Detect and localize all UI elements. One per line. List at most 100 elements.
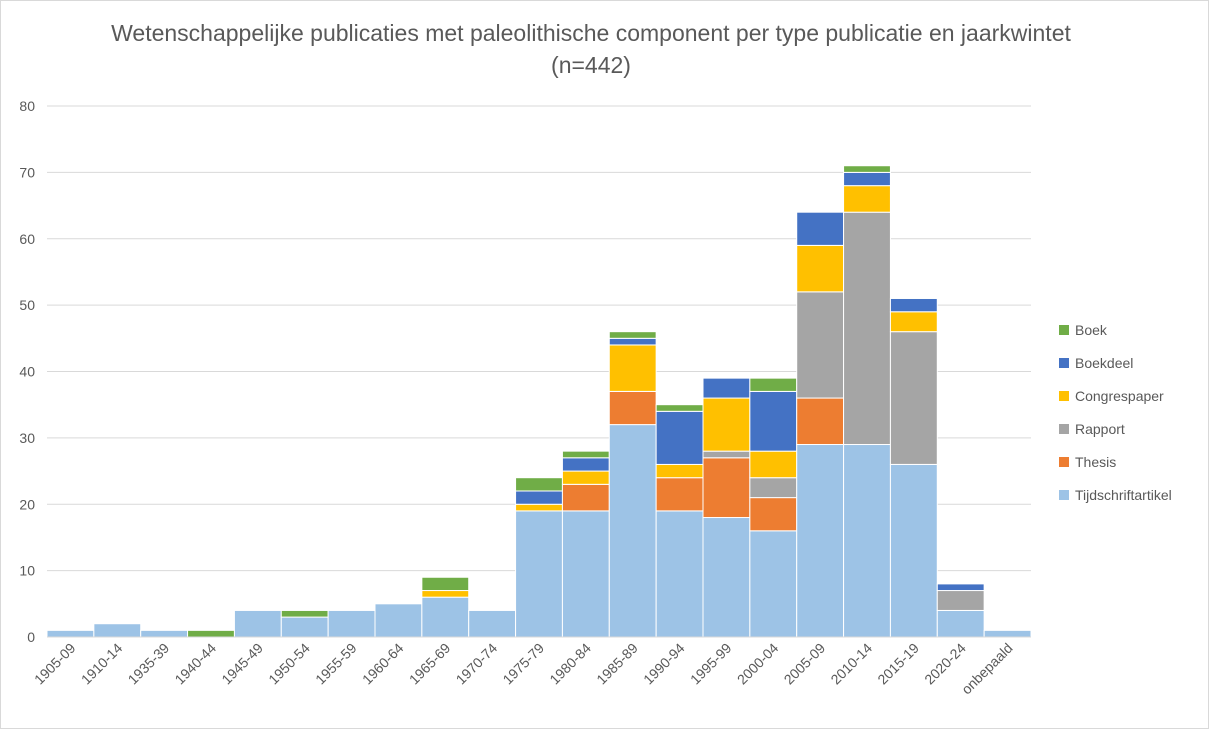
legend-item: Rapport — [1059, 412, 1172, 445]
bar-segment — [889, 311, 938, 333]
x-tick-label: onbepaald — [958, 640, 1016, 698]
bar-segment — [515, 477, 563, 492]
legend-label: Thesis — [1075, 453, 1117, 470]
bar-segment — [561, 470, 610, 485]
y-tick-label: 70 — [19, 164, 35, 180]
y-tick-label: 60 — [19, 231, 35, 247]
x-tick-label: 1955-59 — [312, 640, 360, 688]
bar-segment — [796, 211, 845, 246]
bar-segment — [702, 397, 751, 452]
x-tick-label: 1935-39 — [125, 640, 173, 688]
x-tick-label: 1975-79 — [499, 640, 547, 688]
y-tick-label: 30 — [19, 430, 35, 446]
bar-segment — [843, 444, 891, 638]
bar-segment — [983, 629, 1032, 638]
legend-swatch — [1059, 324, 1069, 335]
bar-segment — [843, 211, 891, 446]
bar-segment — [843, 165, 891, 173]
bar-segment — [561, 457, 610, 472]
bar-segment — [936, 590, 985, 611]
bar-segment — [187, 629, 235, 638]
bar-segment — [843, 171, 891, 187]
x-tick-label: 1965-69 — [406, 640, 454, 688]
bar-segment — [561, 450, 610, 459]
bar-segment — [561, 483, 610, 512]
bar-segment — [655, 510, 704, 638]
bar-segment — [796, 397, 845, 446]
legend-label: Boekdeel — [1075, 354, 1134, 371]
legend-item: Boek — [1059, 313, 1172, 346]
x-tick-label: 1970-74 — [453, 640, 501, 688]
bar-segment — [749, 477, 798, 499]
bar-segment — [515, 503, 563, 512]
legend-swatch — [1059, 357, 1069, 368]
bar-segment — [655, 477, 704, 512]
x-tick-label: 2010-14 — [827, 640, 875, 688]
y-tick-label: 10 — [19, 563, 35, 579]
x-tick-label: 1960-64 — [359, 640, 407, 688]
x-tick-label: 1945-49 — [218, 640, 266, 688]
bar-segment — [796, 291, 845, 399]
bar-segment — [889, 297, 938, 313]
x-tick-label: 1980-84 — [546, 640, 594, 688]
bar-segment — [608, 344, 657, 392]
legend-item: Thesis — [1059, 445, 1172, 478]
bar-segment — [749, 377, 798, 392]
bar-segment — [374, 603, 423, 638]
bar-segment — [655, 410, 704, 465]
legend-swatch — [1059, 423, 1069, 434]
bar-segment — [608, 331, 657, 339]
legend-swatch — [1059, 390, 1069, 401]
x-tick-label: 2000-04 — [734, 640, 782, 688]
bar-segment — [608, 424, 657, 638]
bar-segment — [421, 590, 470, 598]
bar-segment — [936, 609, 985, 638]
y-tick-label: 20 — [19, 496, 35, 512]
x-tick-label: 1910-14 — [78, 640, 126, 688]
bar-segment — [889, 331, 938, 465]
bar-segment — [843, 185, 891, 213]
x-tick-label: 2005-09 — [781, 640, 829, 688]
x-tick-label: 2020-24 — [921, 640, 969, 688]
bar-segment — [796, 244, 845, 293]
x-tick-label: 1940-44 — [171, 640, 219, 688]
bar-segment — [515, 510, 563, 638]
bar-segment — [702, 377, 751, 399]
legend-label: Tijdschriftartikel — [1075, 486, 1172, 503]
y-tick-label: 50 — [19, 297, 35, 313]
legend-item: Tijdschriftartikel — [1059, 478, 1172, 511]
legend-swatch — [1059, 456, 1069, 467]
bar-segment — [140, 629, 189, 638]
legend-label: Congrespaper — [1075, 387, 1164, 404]
bar-segment — [46, 629, 95, 638]
legend-item: Boekdeel — [1059, 346, 1172, 379]
bar-segment — [280, 609, 329, 618]
bar-segment — [749, 450, 798, 479]
chart-title: Wetenschappelijke publicaties met paleol… — [111, 20, 1071, 78]
bar-segment — [796, 444, 845, 638]
bar-segment — [655, 404, 704, 412]
bar-segment — [233, 609, 282, 638]
bar-segment — [561, 510, 610, 638]
bar-segment — [655, 463, 704, 479]
legend-label: Rapport — [1075, 420, 1125, 437]
bar-segment — [280, 616, 329, 638]
x-tick-label: 1995-99 — [687, 640, 735, 688]
legend-swatch — [1059, 489, 1069, 500]
legend-label: Boek — [1075, 321, 1107, 338]
y-tick-label: 80 — [19, 98, 35, 114]
chart-legend: Boek Boekdeel Congrespaper Rapport Thesis Tij… — [1059, 313, 1172, 511]
bar-segment — [889, 463, 938, 638]
bar-segment — [608, 337, 657, 346]
y-tick-label: 0 — [27, 629, 35, 645]
legend-item: Congrespaper — [1059, 379, 1172, 412]
bar-segment — [702, 457, 751, 519]
bar-segment — [749, 390, 798, 452]
bar-segment — [468, 609, 517, 638]
x-tick-label: 1905-09 — [31, 640, 79, 688]
bar-segment — [93, 623, 142, 638]
x-tick-label: 2015-19 — [874, 640, 922, 688]
bar-segment — [608, 390, 657, 426]
bar-segment — [702, 450, 751, 459]
